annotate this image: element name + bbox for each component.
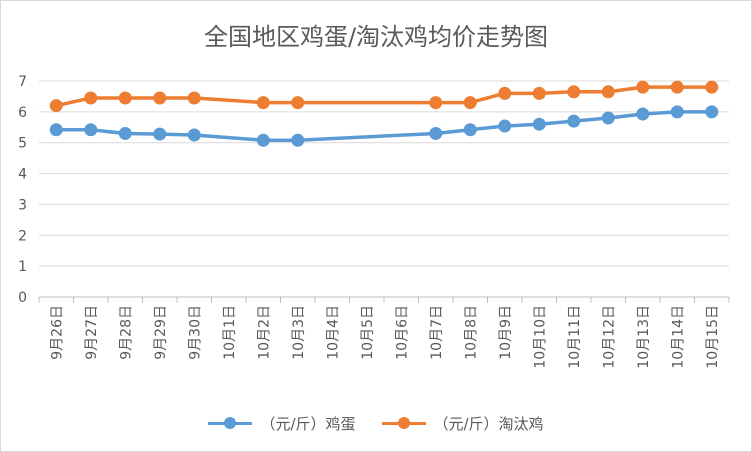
legend-item-1: （元/斤）淘汰鸡 <box>381 413 544 434</box>
legend-item-0: （元/斤）鸡蛋 <box>208 413 356 434</box>
x-tick-label: 10月8日 <box>463 305 479 360</box>
data-point-0 <box>291 133 305 147</box>
legend-swatch <box>208 416 253 430</box>
data-point-1 <box>670 80 684 94</box>
x-tick-label: 10月2日 <box>256 305 272 360</box>
data-point-1 <box>187 91 201 105</box>
y-tick-label: 2 <box>18 228 27 244</box>
data-point-1 <box>532 86 546 100</box>
data-point-0 <box>636 107 650 121</box>
x-tick-label: 9月26日 <box>49 305 65 360</box>
x-tick-label: 9月27日 <box>84 305 100 360</box>
data-point-1 <box>429 96 443 110</box>
data-point-0 <box>567 114 581 128</box>
data-point-0 <box>187 128 201 142</box>
x-tick-label: 10月12日 <box>601 305 617 369</box>
x-tick-label: 10月3日 <box>291 305 307 360</box>
gridlines <box>39 80 729 267</box>
x-tick-label: 10月1日 <box>222 305 238 360</box>
x-tick-label: 10月10日 <box>532 305 548 369</box>
axes: 0 1 2 3 4 5 6 7 9月26日 9月27日 9月28日 9月29日 9月30日 10月1日 10… <box>18 74 730 369</box>
data-point-1 <box>256 96 270 110</box>
series-line-1 <box>54 85 714 108</box>
y-tick-label: 6 <box>18 105 27 121</box>
data-point-1 <box>291 96 305 110</box>
x-tick-label: 10月4日 <box>325 305 341 360</box>
data-point-0 <box>705 105 719 119</box>
data-point-1 <box>463 96 477 110</box>
data-point-0 <box>463 123 477 137</box>
y-tick-label: 3 <box>18 197 27 213</box>
series-line-0 <box>54 110 714 142</box>
y-tick-label: 1 <box>18 259 27 275</box>
x-tick-label: 10月9日 <box>498 305 514 360</box>
y-tick-label: 0 <box>18 290 27 306</box>
data-point-0 <box>429 126 443 140</box>
data-point-0 <box>256 133 270 147</box>
series-plot <box>49 80 719 147</box>
x-tick-label: 9月29日 <box>153 305 169 360</box>
data-point-1 <box>118 91 132 105</box>
x-tick-label: 10月14日 <box>670 305 686 369</box>
data-point-0 <box>498 119 512 133</box>
x-tick-label: 10月6日 <box>394 305 410 360</box>
x-tick-label: 10月5日 <box>360 305 376 360</box>
x-tick-label: 10月15日 <box>705 305 721 369</box>
data-point-1 <box>636 80 650 94</box>
x-tick-label: 9月30日 <box>187 305 203 360</box>
legend-label: （元/斤）鸡蛋 <box>260 414 356 433</box>
x-tick-label: 10月11日 <box>567 305 583 369</box>
legend-label: （元/斤）淘汰鸡 <box>433 414 544 433</box>
data-point-1 <box>498 86 512 100</box>
x-tick-label: 10月7日 <box>429 305 445 360</box>
data-point-1 <box>84 91 98 105</box>
data-point-0 <box>532 117 546 131</box>
data-point-0 <box>601 111 615 125</box>
data-point-0 <box>153 127 167 141</box>
data-point-1 <box>601 85 615 99</box>
legend-swatch <box>381 416 426 430</box>
chart-title: 全国地区鸡蛋/淘汰鸡均价走势图 <box>203 23 549 51</box>
data-point-1 <box>705 80 719 94</box>
data-point-1 <box>153 91 167 105</box>
legend: （元/斤）鸡蛋 （元/斤）淘汰鸡 <box>1 411 751 435</box>
data-point-0 <box>49 123 63 137</box>
data-point-0 <box>118 126 132 140</box>
legend-marker <box>224 417 237 429</box>
legend-marker <box>397 417 410 429</box>
data-point-0 <box>84 123 98 137</box>
data-point-1 <box>49 99 63 113</box>
y-tick-label: 4 <box>18 167 27 183</box>
data-point-1 <box>567 85 581 99</box>
data-point-0 <box>670 105 684 119</box>
x-tick-label: 10月13日 <box>636 305 652 369</box>
y-tick-label: 7 <box>18 74 27 90</box>
y-tick-label: 5 <box>18 136 27 152</box>
x-tick-label: 9月28日 <box>118 305 134 360</box>
